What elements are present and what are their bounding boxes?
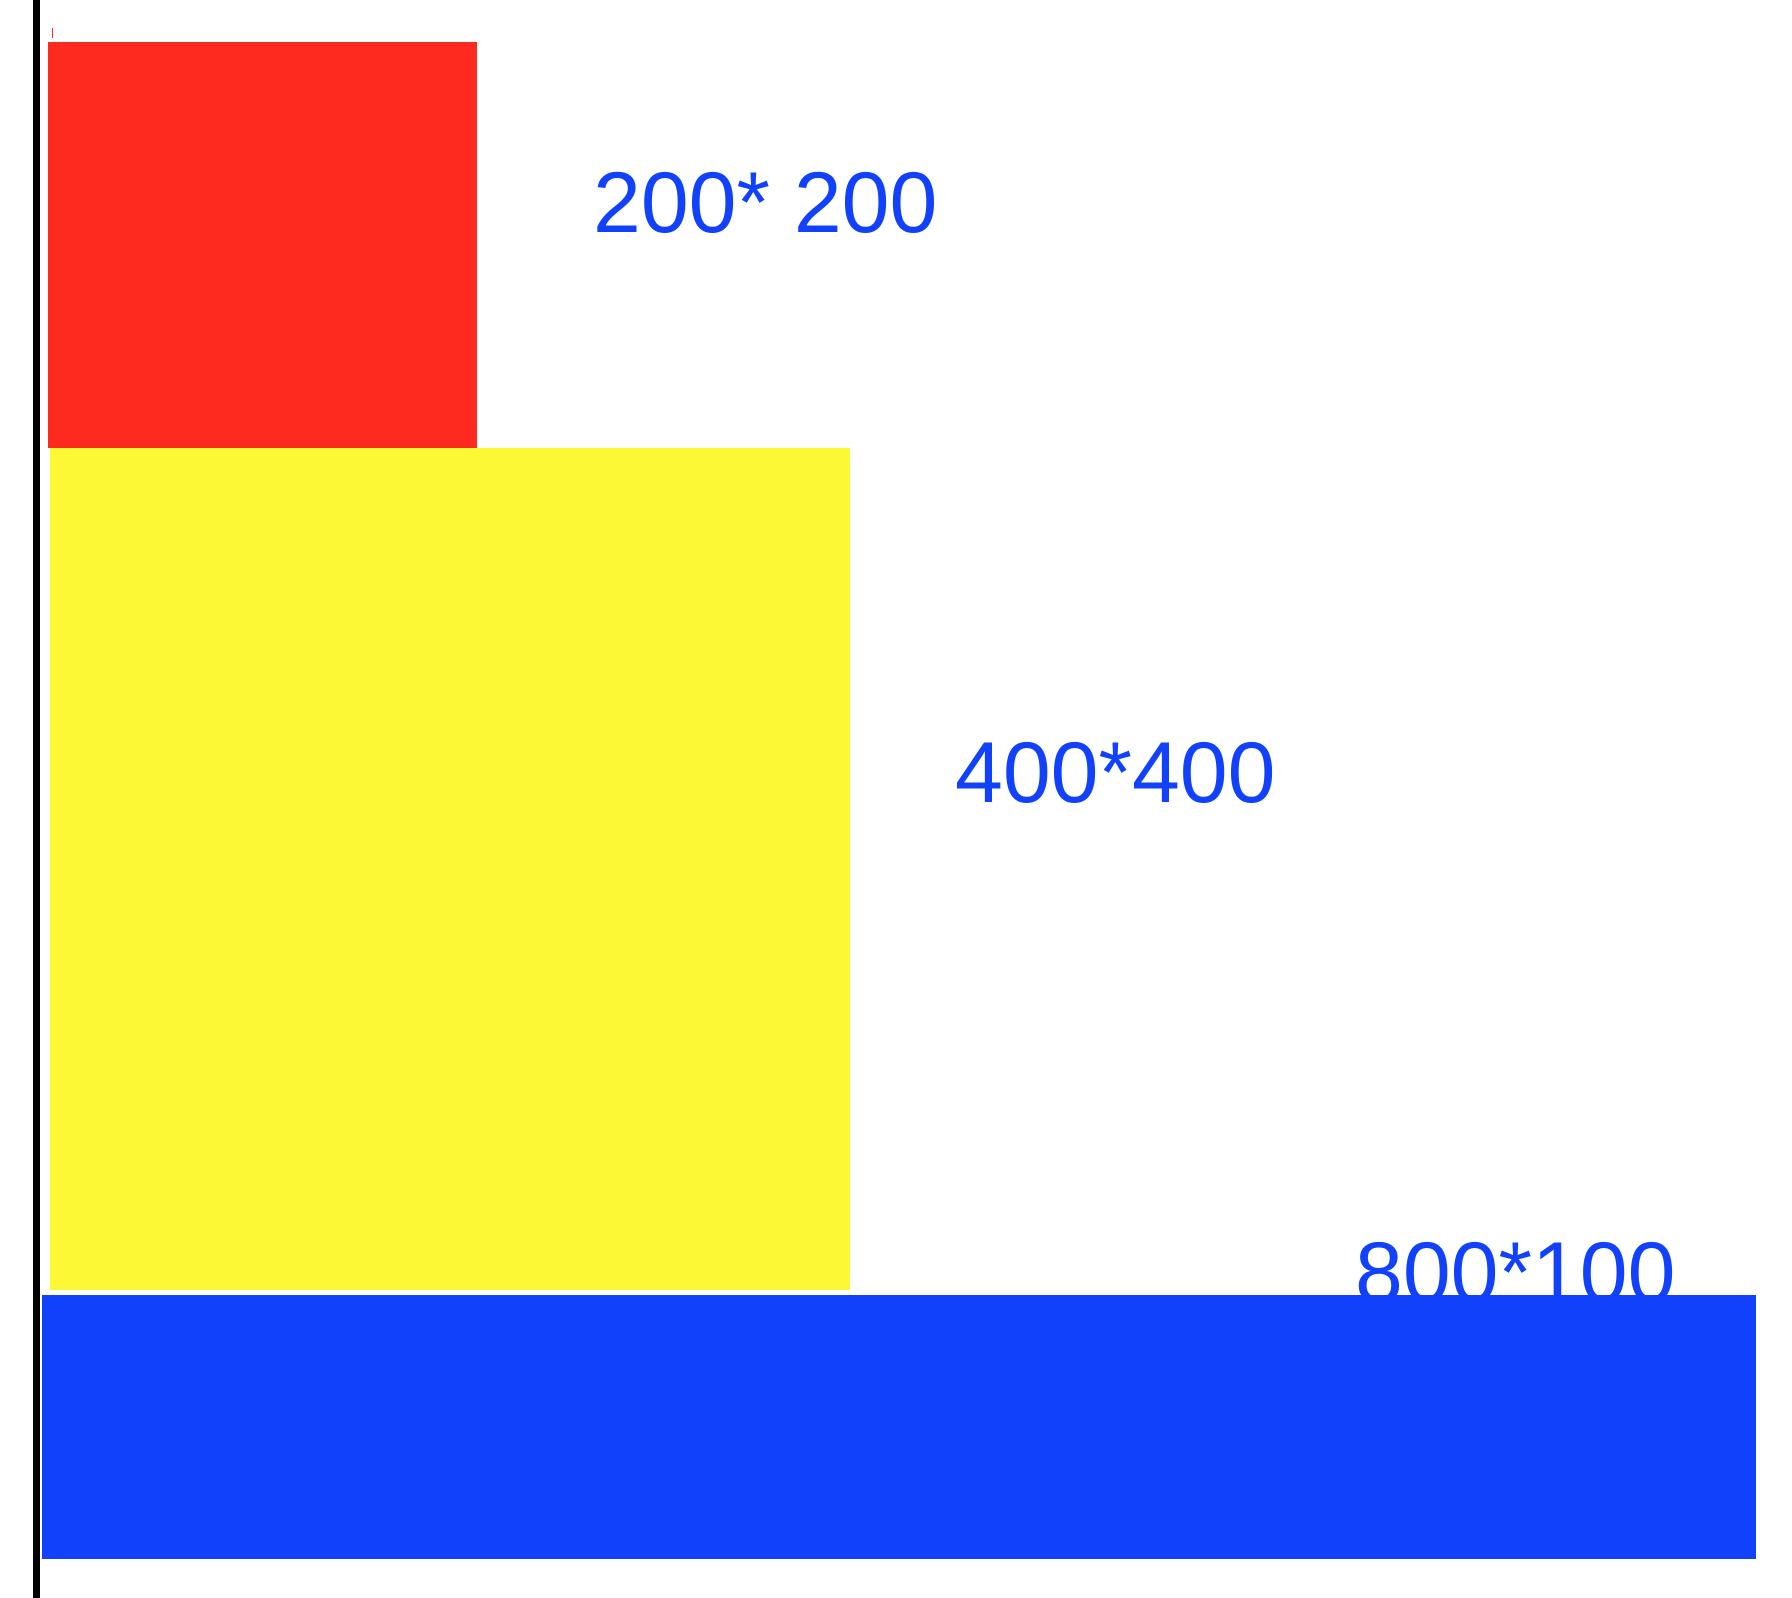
blue-box-800x100 [42, 1295, 1756, 1559]
yellow-box-400x400 [50, 448, 850, 1290]
label-200x200: 200* 200 [593, 155, 938, 251]
label-400x400: 400*400 [955, 725, 1276, 821]
small-red-tick [52, 28, 53, 38]
red-box-200x200 [48, 42, 477, 448]
left-vertical-line [33, 0, 40, 1598]
